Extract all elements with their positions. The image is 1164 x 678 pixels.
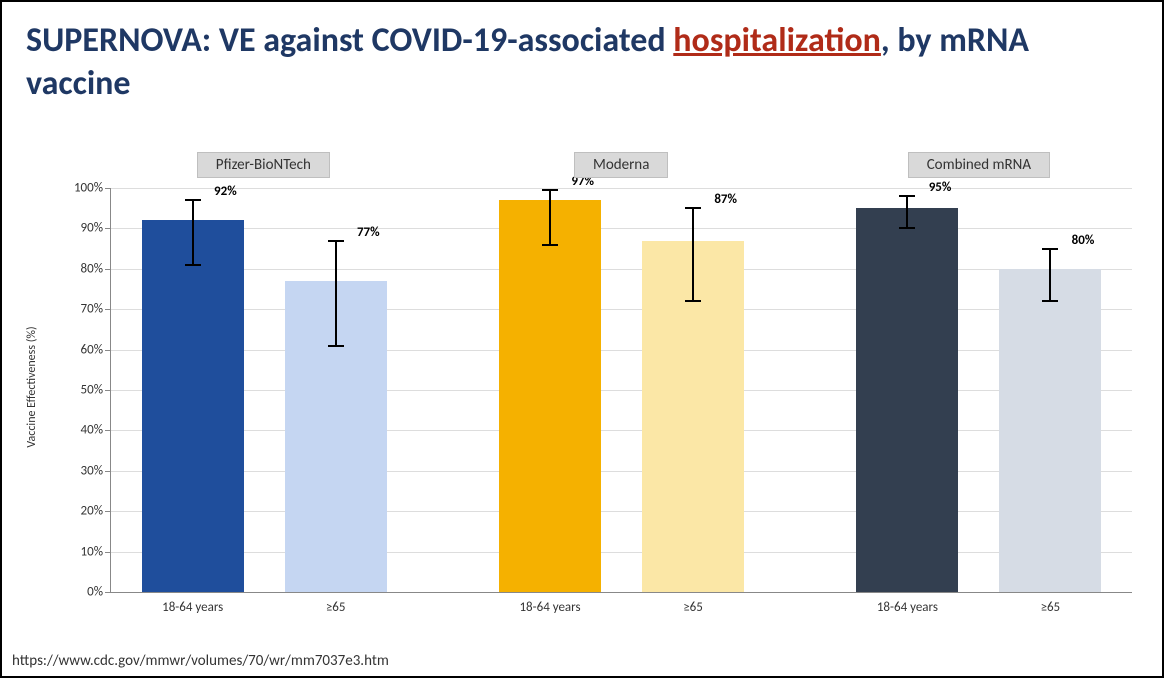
error-bar xyxy=(192,200,194,265)
bar xyxy=(856,208,958,592)
gridline xyxy=(111,309,1132,310)
error-bar xyxy=(335,241,337,346)
bar-value-label: 77% xyxy=(357,225,380,240)
group-header: Moderna xyxy=(574,152,668,178)
bar-value-label: 87% xyxy=(714,192,737,207)
gridline xyxy=(111,511,1132,512)
y-tick-label: 0% xyxy=(87,585,103,600)
slide-title: SUPERNOVA: VE against COVID-19-associate… xyxy=(26,20,1138,105)
ve-bar-chart: Vaccine Effectiveness (%) 0%10%20%30%40%… xyxy=(62,152,1132,621)
y-tick-label: 80% xyxy=(81,261,103,276)
gridline xyxy=(111,552,1132,553)
y-tick-label: 20% xyxy=(81,504,103,519)
gridline xyxy=(111,228,1132,229)
gridline xyxy=(111,350,1132,351)
bar-value-label: 95% xyxy=(929,180,952,195)
gridline xyxy=(111,471,1132,472)
y-tick-label: 10% xyxy=(81,544,103,559)
gridline xyxy=(111,188,1132,189)
gridline xyxy=(111,430,1132,431)
y-tick xyxy=(105,592,111,593)
gridline xyxy=(111,269,1132,270)
bar xyxy=(142,220,244,592)
bar xyxy=(499,200,601,592)
x-tick-label: ≥65 xyxy=(1040,600,1060,615)
y-tick-label: 50% xyxy=(81,383,103,398)
source-link[interactable]: https://www.cdc.gov/mmwr/volumes/70/wr/m… xyxy=(12,652,389,670)
y-tick-label: 100% xyxy=(74,181,103,196)
bar-value-label: 80% xyxy=(1072,233,1095,248)
title-accent-word: hospitalization xyxy=(673,20,881,61)
y-axis-label: Vaccine Effectiveness (%) xyxy=(25,326,39,447)
y-tick-label: 70% xyxy=(81,302,103,317)
title-prefix: SUPERNOVA: VE against COVID-19-associate… xyxy=(26,20,673,61)
bar-value-label: 92% xyxy=(214,184,237,199)
error-bar xyxy=(692,208,694,301)
x-tick-label: ≥65 xyxy=(683,600,703,615)
gridline xyxy=(111,390,1132,391)
y-tick-label: 90% xyxy=(81,221,103,236)
plot-area: 0%10%20%30%40%50%60%70%80%90%100%92%18-6… xyxy=(110,188,1132,593)
error-bar xyxy=(549,190,551,245)
bar xyxy=(999,269,1101,592)
x-tick-label: 18-64 years xyxy=(877,600,938,615)
group-header: Combined mRNA xyxy=(908,152,1050,178)
x-tick-label: ≥65 xyxy=(326,600,346,615)
group-header: Pfizer-BioNTech xyxy=(197,152,330,178)
x-tick-label: 18-64 years xyxy=(519,600,580,615)
y-tick-label: 30% xyxy=(81,463,103,478)
y-tick-label: 60% xyxy=(81,342,103,357)
y-tick-label: 40% xyxy=(81,423,103,438)
x-tick-label: 18-64 years xyxy=(162,600,223,615)
error-bar xyxy=(1049,249,1051,302)
error-bar xyxy=(906,196,908,228)
